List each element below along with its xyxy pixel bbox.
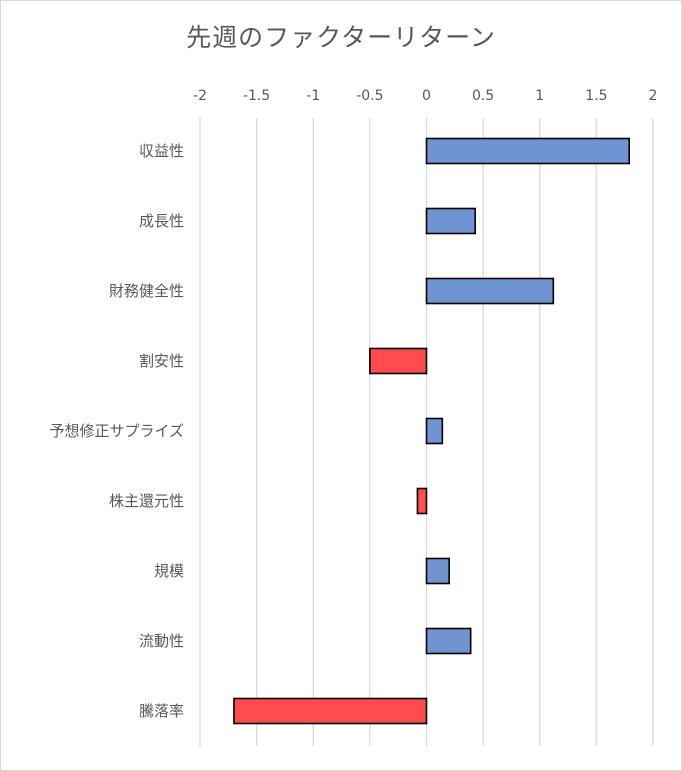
category-label: 割安性 <box>139 352 184 370</box>
category-label: 予想修正サプライズ <box>49 422 184 440</box>
chart-title: 先週のファクターリターン <box>186 23 496 52</box>
category-label: 流動性 <box>139 632 184 650</box>
category-label: 騰落率 <box>139 702 184 720</box>
category-label: 収益性 <box>139 142 184 160</box>
category-label: 財務健全性 <box>109 282 184 300</box>
x-tick-label: 0 <box>422 88 431 104</box>
bar-3 <box>425 277 555 305</box>
x-tick-label: 1.5 <box>585 88 607 104</box>
bar-6 <box>416 487 428 515</box>
x-tick-label: -2 <box>193 88 207 104</box>
bar-7 <box>425 557 450 585</box>
category-label: 成長性 <box>139 212 184 230</box>
bar-series <box>233 137 631 725</box>
x-tick-label: -1 <box>306 88 320 104</box>
bar-2 <box>425 207 476 235</box>
x-tick-label: 1 <box>535 88 544 104</box>
bar-9 <box>233 697 428 725</box>
category-label: 規模 <box>154 562 184 580</box>
x-tick-label: 0.5 <box>472 88 494 104</box>
bar-1 <box>425 137 631 165</box>
x-axis-ticks: -2 -1.5 -1 -0.5 0 0.5 1 1.5 2 <box>193 88 657 104</box>
x-tick-label: -1.5 <box>243 88 270 104</box>
bar-4 <box>369 347 428 375</box>
bar-8 <box>425 627 472 655</box>
x-tick-label: -0.5 <box>356 88 383 104</box>
grid-layer <box>199 118 654 746</box>
x-tick-label: 2 <box>649 88 658 104</box>
category-label: 株主還元性 <box>109 492 184 510</box>
bar-5 <box>425 417 444 445</box>
